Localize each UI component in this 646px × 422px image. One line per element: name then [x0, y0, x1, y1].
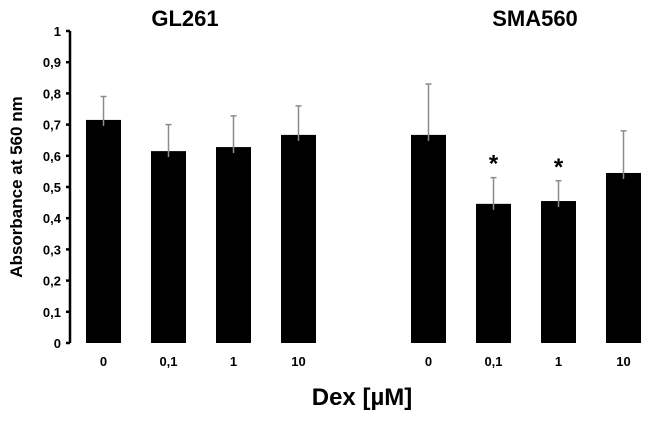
group-title: SMA560 — [492, 6, 578, 31]
y-tick-label: 0,3 — [43, 242, 61, 257]
x-tick-label: 0 — [100, 354, 107, 369]
x-tick-label: 1 — [555, 354, 562, 369]
bar — [541, 201, 576, 343]
bar — [606, 172, 641, 343]
group-title: GL261 — [151, 6, 218, 31]
significance-marker: * — [554, 154, 564, 181]
y-axis-label: Absorbance at 560 nm — [7, 96, 26, 277]
bar — [476, 203, 511, 343]
x-tick-label: 0,1 — [484, 354, 502, 369]
significance-marker: * — [489, 151, 499, 178]
y-tick-label: 0,1 — [43, 305, 61, 320]
y-axis: 0 0,1 0,2 0,3 0,4 0,5 0,6 0,7 0,8 0,9 1 — [43, 24, 72, 351]
x-tick-label: 10 — [616, 354, 630, 369]
x-tick-label: 0,1 — [159, 354, 177, 369]
y-tick-label: 0,7 — [43, 118, 61, 133]
bar — [151, 151, 186, 343]
x-axis-label: Dex [µM] — [312, 384, 413, 411]
bar — [86, 119, 121, 343]
y-tick-label: 0,4 — [43, 211, 62, 226]
y-tick-label: 0,5 — [43, 180, 61, 195]
x-tick-labels: 0 0,1 1 10 0 0,1 1 10 — [100, 354, 631, 369]
y-tick-label: 0,8 — [43, 86, 61, 101]
bar — [216, 147, 251, 343]
bar — [411, 134, 446, 343]
x-tick-label: 1 — [230, 354, 237, 369]
bar — [281, 134, 316, 343]
x-tick-label: 0 — [425, 354, 432, 369]
y-tick-label: 0,6 — [43, 149, 61, 164]
y-tick-label: 0,9 — [43, 55, 61, 70]
y-tick-label: 0,2 — [43, 274, 61, 289]
y-tick-label: 1 — [54, 24, 61, 39]
bars: * * — [86, 83, 641, 343]
x-tick-label: 10 — [291, 354, 305, 369]
y-tick-label: 0 — [54, 336, 61, 351]
